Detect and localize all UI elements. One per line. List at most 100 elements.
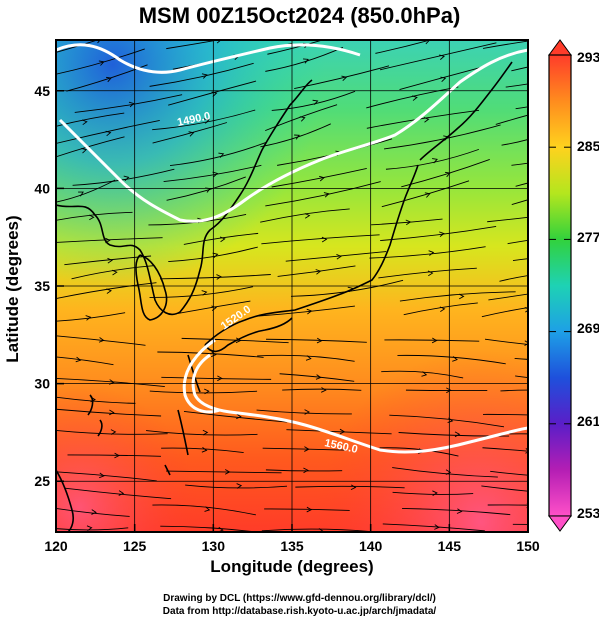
streamline <box>183 232 259 245</box>
streamline-arrow <box>107 257 113 264</box>
streamline-arrow <box>536 274 540 279</box>
streamline-arrow <box>434 524 440 530</box>
streamline-arrow <box>303 467 309 474</box>
streamline-arrow <box>109 409 115 416</box>
streamline-arrow <box>299 116 306 122</box>
streamline-arrow <box>212 171 219 178</box>
tick-label-lat-45: 45 <box>34 83 50 99</box>
tick-label-lon-145: 145 <box>438 538 462 554</box>
streamline <box>266 338 367 343</box>
streamline-arrow <box>118 490 125 496</box>
credit-data: Data from http://database.rish.kyoto-u.a… <box>162 606 437 617</box>
streamline-arrow <box>319 175 325 182</box>
streamline-arrow <box>439 231 445 237</box>
streamline-arrow <box>341 75 348 82</box>
streamline <box>481 485 528 492</box>
streamline-arrow <box>304 409 310 415</box>
streamline-arrow <box>423 117 430 123</box>
streamline <box>484 338 528 345</box>
streamline-arrow <box>128 101 135 108</box>
colorbar-min-arrow <box>548 515 572 532</box>
streamline <box>495 114 528 125</box>
streamline <box>515 182 528 187</box>
colorbar-label-293: 293 <box>577 49 599 65</box>
streamline-arrow <box>304 213 311 219</box>
streamline <box>56 507 130 517</box>
streamline-arrow <box>439 306 446 313</box>
streamline-arrow <box>217 375 223 382</box>
tick-label-lat-30: 30 <box>34 376 50 392</box>
colorbar-label-269: 269 <box>577 320 599 336</box>
streamline <box>501 139 528 146</box>
streamline-arrow <box>524 306 528 313</box>
streamline <box>56 396 136 404</box>
streamline-arrow <box>320 387 327 393</box>
streamline <box>260 123 331 148</box>
streamline-arrow <box>212 252 219 259</box>
streamline-arrow <box>336 253 342 260</box>
streamline <box>56 119 160 144</box>
streamline <box>294 65 390 90</box>
streamline-arrow <box>321 236 328 243</box>
streamline-arrow <box>405 219 412 226</box>
streamline-arrow <box>99 472 105 479</box>
streamline-arrow <box>439 54 445 60</box>
streamline <box>160 274 271 280</box>
streamline <box>505 83 528 88</box>
streamline-arrow <box>306 506 313 513</box>
streamline-arrow <box>236 483 243 489</box>
streamline <box>72 168 175 186</box>
streamline <box>399 291 516 302</box>
streamline <box>511 162 528 166</box>
streamline-arrow <box>306 308 313 315</box>
streamline <box>366 109 480 129</box>
streamline-arrow <box>86 525 93 531</box>
streamline <box>258 305 355 317</box>
streamline-arrow <box>98 337 105 343</box>
tick-label-lon-140: 140 <box>359 538 383 554</box>
streamline <box>383 124 501 150</box>
streamline <box>514 357 528 360</box>
streamline <box>392 467 498 478</box>
streamline <box>160 525 261 532</box>
tick-label-lon-150: 150 <box>516 538 540 554</box>
streamline <box>512 523 528 525</box>
streamline <box>378 267 477 279</box>
streamline-arrow <box>85 315 92 321</box>
streamline <box>56 378 165 387</box>
streamline-arrow <box>201 447 208 453</box>
streamline <box>481 307 528 318</box>
streamline <box>279 373 355 382</box>
streamline <box>487 216 528 223</box>
streamline-arrow <box>543 111 548 116</box>
streamline-arrow <box>428 250 435 256</box>
streamline <box>56 408 162 417</box>
streamline <box>56 282 157 300</box>
streamline <box>285 251 387 262</box>
tick-label-lon-135: 135 <box>280 538 304 554</box>
streamline <box>483 413 528 416</box>
streamline-arrow <box>445 469 452 475</box>
streamline <box>511 199 528 205</box>
streamline <box>149 62 254 87</box>
streamline <box>152 122 228 144</box>
streamline <box>512 258 528 262</box>
streamline <box>56 429 168 435</box>
colorbar-label-261: 261 <box>577 413 599 429</box>
streamline <box>507 239 528 245</box>
streamline-arrow <box>444 171 451 178</box>
streamline <box>265 46 344 72</box>
streamline <box>149 286 254 298</box>
streamline-arrow <box>316 337 323 344</box>
tick-label-lat-25: 25 <box>34 473 50 489</box>
streamline <box>271 167 367 188</box>
streamline-arrow <box>106 288 112 294</box>
streamline <box>265 181 381 207</box>
streamline-arrow <box>538 488 543 493</box>
streamline <box>166 470 282 474</box>
streamline-arrow <box>218 152 225 158</box>
streamline <box>482 40 528 49</box>
tick-label-lon-130: 130 <box>202 538 226 554</box>
streamline <box>490 470 528 476</box>
colorbar-label-253: 253 <box>577 505 599 521</box>
